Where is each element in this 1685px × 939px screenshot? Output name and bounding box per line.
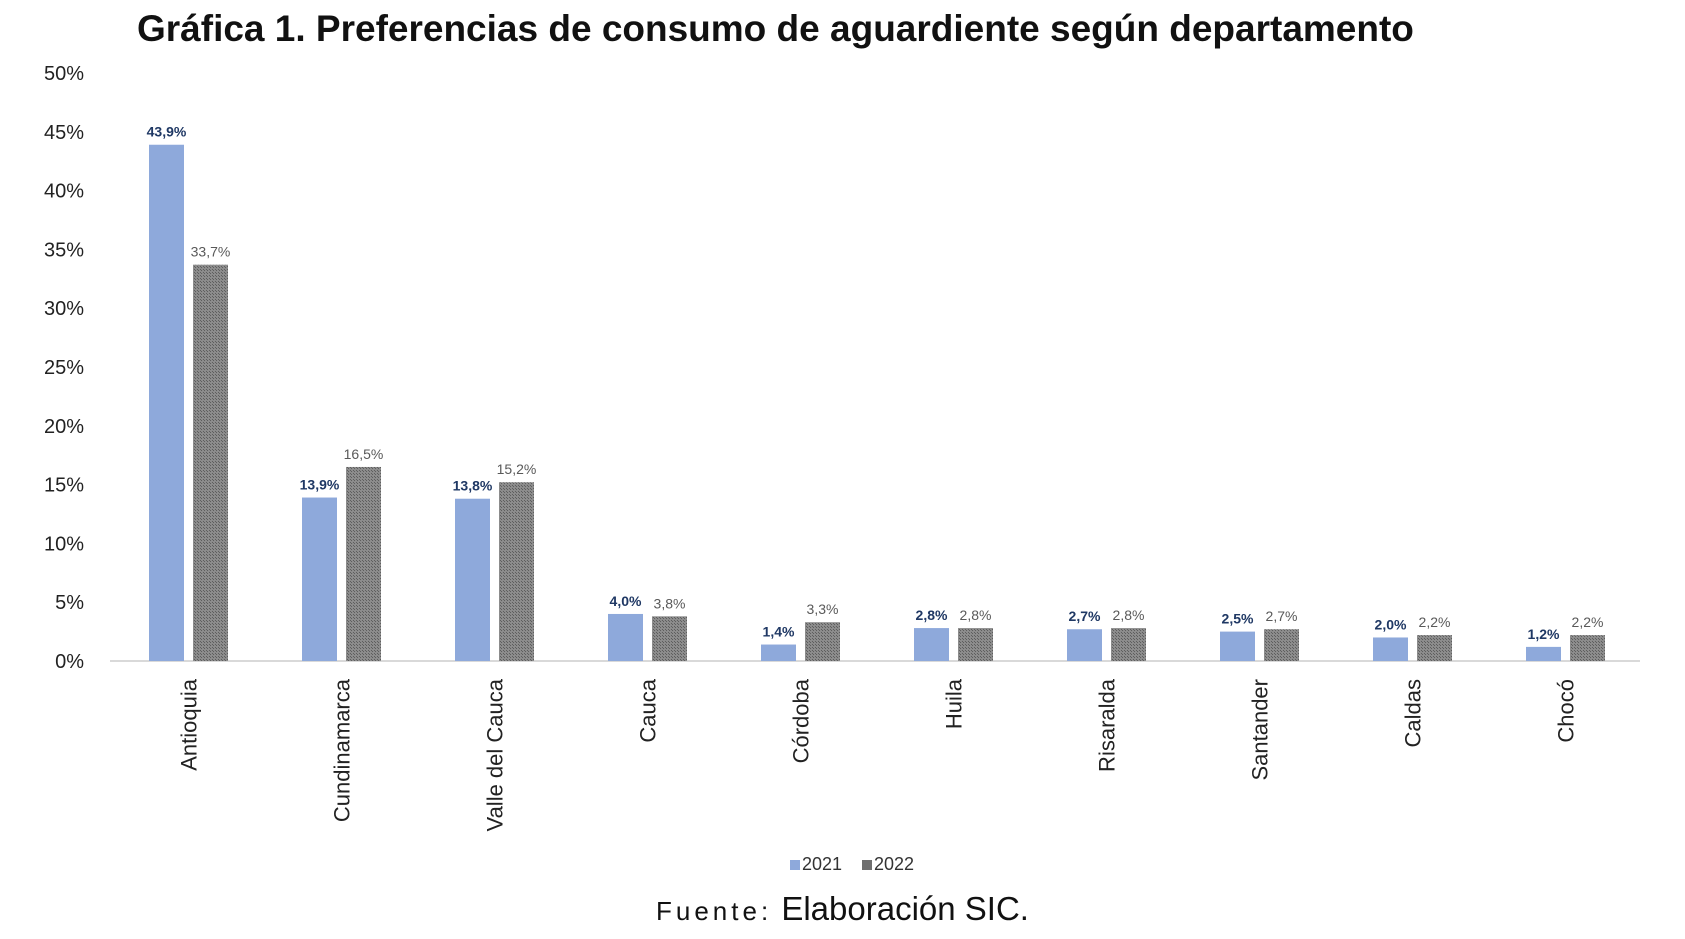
data-label-2021: 13,8% bbox=[453, 478, 493, 494]
bar-2022 bbox=[1264, 629, 1299, 661]
data-label-2022: 2,7% bbox=[1266, 608, 1298, 624]
x-category-label: Valle del Cauca bbox=[483, 678, 508, 831]
bar-2022 bbox=[1417, 635, 1452, 661]
bar-2022 bbox=[499, 482, 534, 661]
data-label-2022: 16,5% bbox=[344, 446, 384, 462]
data-label-2021: 43,9% bbox=[147, 124, 187, 140]
data-label-2021: 1,4% bbox=[763, 624, 795, 640]
bar-2021 bbox=[455, 498, 490, 661]
y-tick-label: 30% bbox=[44, 298, 84, 320]
bar-2022 bbox=[346, 466, 381, 661]
legend-swatch-2022 bbox=[862, 860, 872, 870]
bar-2021 bbox=[1526, 646, 1561, 661]
x-category-label: Santander bbox=[1248, 679, 1273, 781]
bar-2021 bbox=[761, 644, 796, 661]
source-prefix: Fuente: bbox=[656, 896, 773, 926]
bar-2021 bbox=[914, 628, 949, 661]
data-label-2022: 2,8% bbox=[960, 607, 992, 623]
data-label-2021: 2,5% bbox=[1222, 611, 1254, 627]
bar-2021 bbox=[608, 613, 643, 661]
bar-2021 bbox=[1220, 631, 1255, 661]
bar-2022 bbox=[958, 628, 993, 661]
bar-2021 bbox=[149, 144, 184, 662]
bar-2022 bbox=[1570, 635, 1605, 661]
data-label-2022: 3,8% bbox=[654, 595, 686, 611]
y-tick-label: 40% bbox=[44, 181, 84, 203]
source-note: Fuente: Elaboración SIC. bbox=[0, 890, 1685, 928]
y-tick-label: 25% bbox=[44, 357, 84, 379]
data-label-2021: 13,9% bbox=[300, 477, 340, 493]
bar-2022 bbox=[652, 616, 687, 661]
data-label-2021: 2,7% bbox=[1069, 608, 1101, 624]
bar-2021 bbox=[302, 497, 337, 661]
y-tick-label: 15% bbox=[44, 475, 84, 497]
x-category-label: Risaralda bbox=[1095, 678, 1120, 772]
bar-2022 bbox=[1111, 628, 1146, 661]
y-tick-label: 5% bbox=[55, 592, 84, 614]
data-label-2021: 2,0% bbox=[1375, 616, 1407, 632]
legend-label-2022: 2022 bbox=[874, 854, 914, 874]
x-category-label: Cauca bbox=[636, 678, 661, 742]
chart-title: Gráfica 1. Preferencias de consumo de ag… bbox=[137, 8, 1414, 49]
x-category-label: Chocó bbox=[1554, 679, 1579, 743]
x-category-label: Antioquia bbox=[177, 678, 202, 771]
y-tick-label: 45% bbox=[44, 122, 84, 144]
data-label-2021: 4,0% bbox=[610, 593, 642, 609]
bar-2021 bbox=[1067, 629, 1102, 661]
data-label-2021: 1,2% bbox=[1528, 626, 1560, 642]
x-category-label: Córdoba bbox=[789, 678, 814, 763]
data-label-2022: 3,3% bbox=[807, 601, 839, 617]
bar-2021 bbox=[1373, 637, 1408, 661]
y-tick-label: 35% bbox=[44, 239, 84, 261]
bar-2022 bbox=[193, 264, 228, 661]
legend-swatch-2021 bbox=[790, 860, 800, 870]
data-label-2022: 2,2% bbox=[1419, 614, 1451, 630]
bar-chart: 0% 5% 10% 15% 20% 25% 30% 35% 40% 45% 50% 43,9% 33,7… bbox=[44, 63, 1640, 874]
y-tick-label: 0% bbox=[55, 651, 84, 673]
x-category-label: Huila bbox=[942, 678, 967, 729]
data-label-2022: 2,8% bbox=[1113, 607, 1145, 623]
data-label-2022: 33,7% bbox=[191, 244, 231, 260]
y-tick-label: 50% bbox=[44, 63, 84, 85]
x-category-label: Caldas bbox=[1401, 679, 1426, 747]
data-label-2021: 2,8% bbox=[916, 607, 948, 623]
data-label-2022: 2,2% bbox=[1572, 614, 1604, 630]
bar-2022 bbox=[805, 622, 840, 661]
x-category-label: Cundinamarca bbox=[330, 678, 355, 822]
legend-label-2021: 2021 bbox=[802, 854, 842, 874]
y-tick-label: 20% bbox=[44, 416, 84, 438]
source-text: Elaboración SIC. bbox=[781, 890, 1029, 927]
data-label-2022: 15,2% bbox=[497, 461, 537, 477]
y-tick-label: 10% bbox=[44, 533, 84, 555]
